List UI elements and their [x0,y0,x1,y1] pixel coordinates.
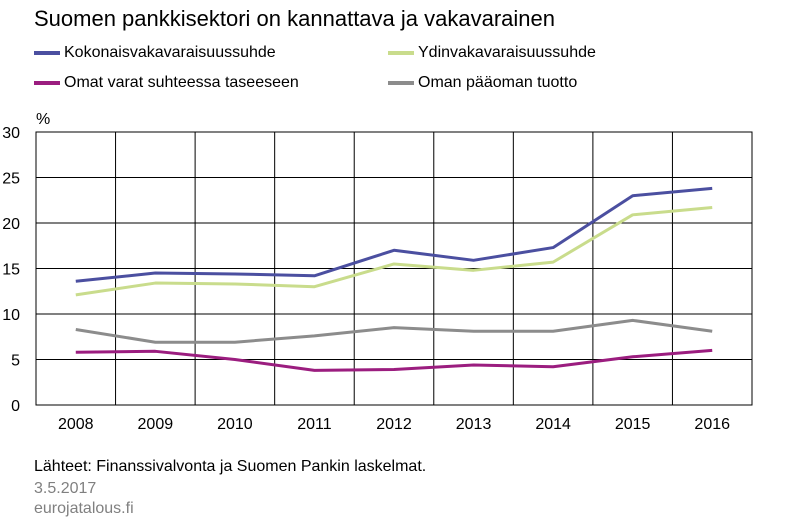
series-line-1 [75,186,713,283]
legend-label: Omat varat suhteessa taseeseen [64,74,299,91]
legend-swatch [388,81,414,85]
legend-item-kokonaisvakavaraisuussuhde: Kokonaisvakavaraisuussuhde [34,44,276,62]
legend-swatch [34,51,60,55]
y-axis-unit-label: % [36,111,50,128]
y-tick-label: 30 [2,125,20,142]
x-tick-label: 2013 [456,416,492,433]
x-tick-label: 2015 [615,416,651,433]
chart-title: Suomen pankkisektori on kannattava ja va… [34,6,555,31]
series-line-4 [75,318,713,344]
publish-date: 3.5.2017 [34,480,97,497]
y-tick-label: 15 [2,262,20,279]
legend-label: Kokonaisvakavaraisuussuhde [64,44,276,61]
y-tick-label: 0 [11,398,20,415]
grid [36,131,752,406]
x-axis-ticks: 2008 2009 2010 2011 2012 2013 2014 2015 2016 [58,416,730,433]
legend-swatch [388,51,414,55]
series-lines [75,186,713,372]
y-axis-ticks: 0 5 10 15 20 25 30 [2,125,20,415]
legend-swatch [34,81,60,85]
y-tick-label: 20 [2,216,20,233]
x-tick-label: 2014 [535,416,571,433]
legend-item-ydinvakavaraisuussuhde: Ydinvakavaraisuussuhde [388,44,596,62]
site-name: eurojatalous.fi [34,500,134,517]
legend-item-omat-varat: Omat varat suhteessa taseeseen [34,74,299,92]
source-note: Lähteet: Finanssivalvonta ja Suomen Pank… [34,458,427,475]
x-tick-label: 2009 [138,416,174,433]
x-tick-label: 2008 [58,416,94,433]
plot-frame [35,131,753,406]
y-tick-label: 25 [2,171,20,188]
x-tick-label: 2010 [217,416,253,433]
x-tick-label: 2016 [694,416,730,433]
y-tick-label: 5 [11,353,20,370]
x-tick-label: 2011 [297,416,332,433]
series-line-3 [75,348,713,372]
legend-label: Oman pääoman tuotto [418,74,578,91]
x-tick-label: 2012 [376,416,412,433]
legend-label: Ydinvakavaraisuussuhde [418,44,596,61]
y-tick-label: 10 [2,307,20,324]
legend-item-oman-paaoman-tuotto: Oman pääoman tuotto [388,74,577,92]
series-line-2 [75,206,713,297]
